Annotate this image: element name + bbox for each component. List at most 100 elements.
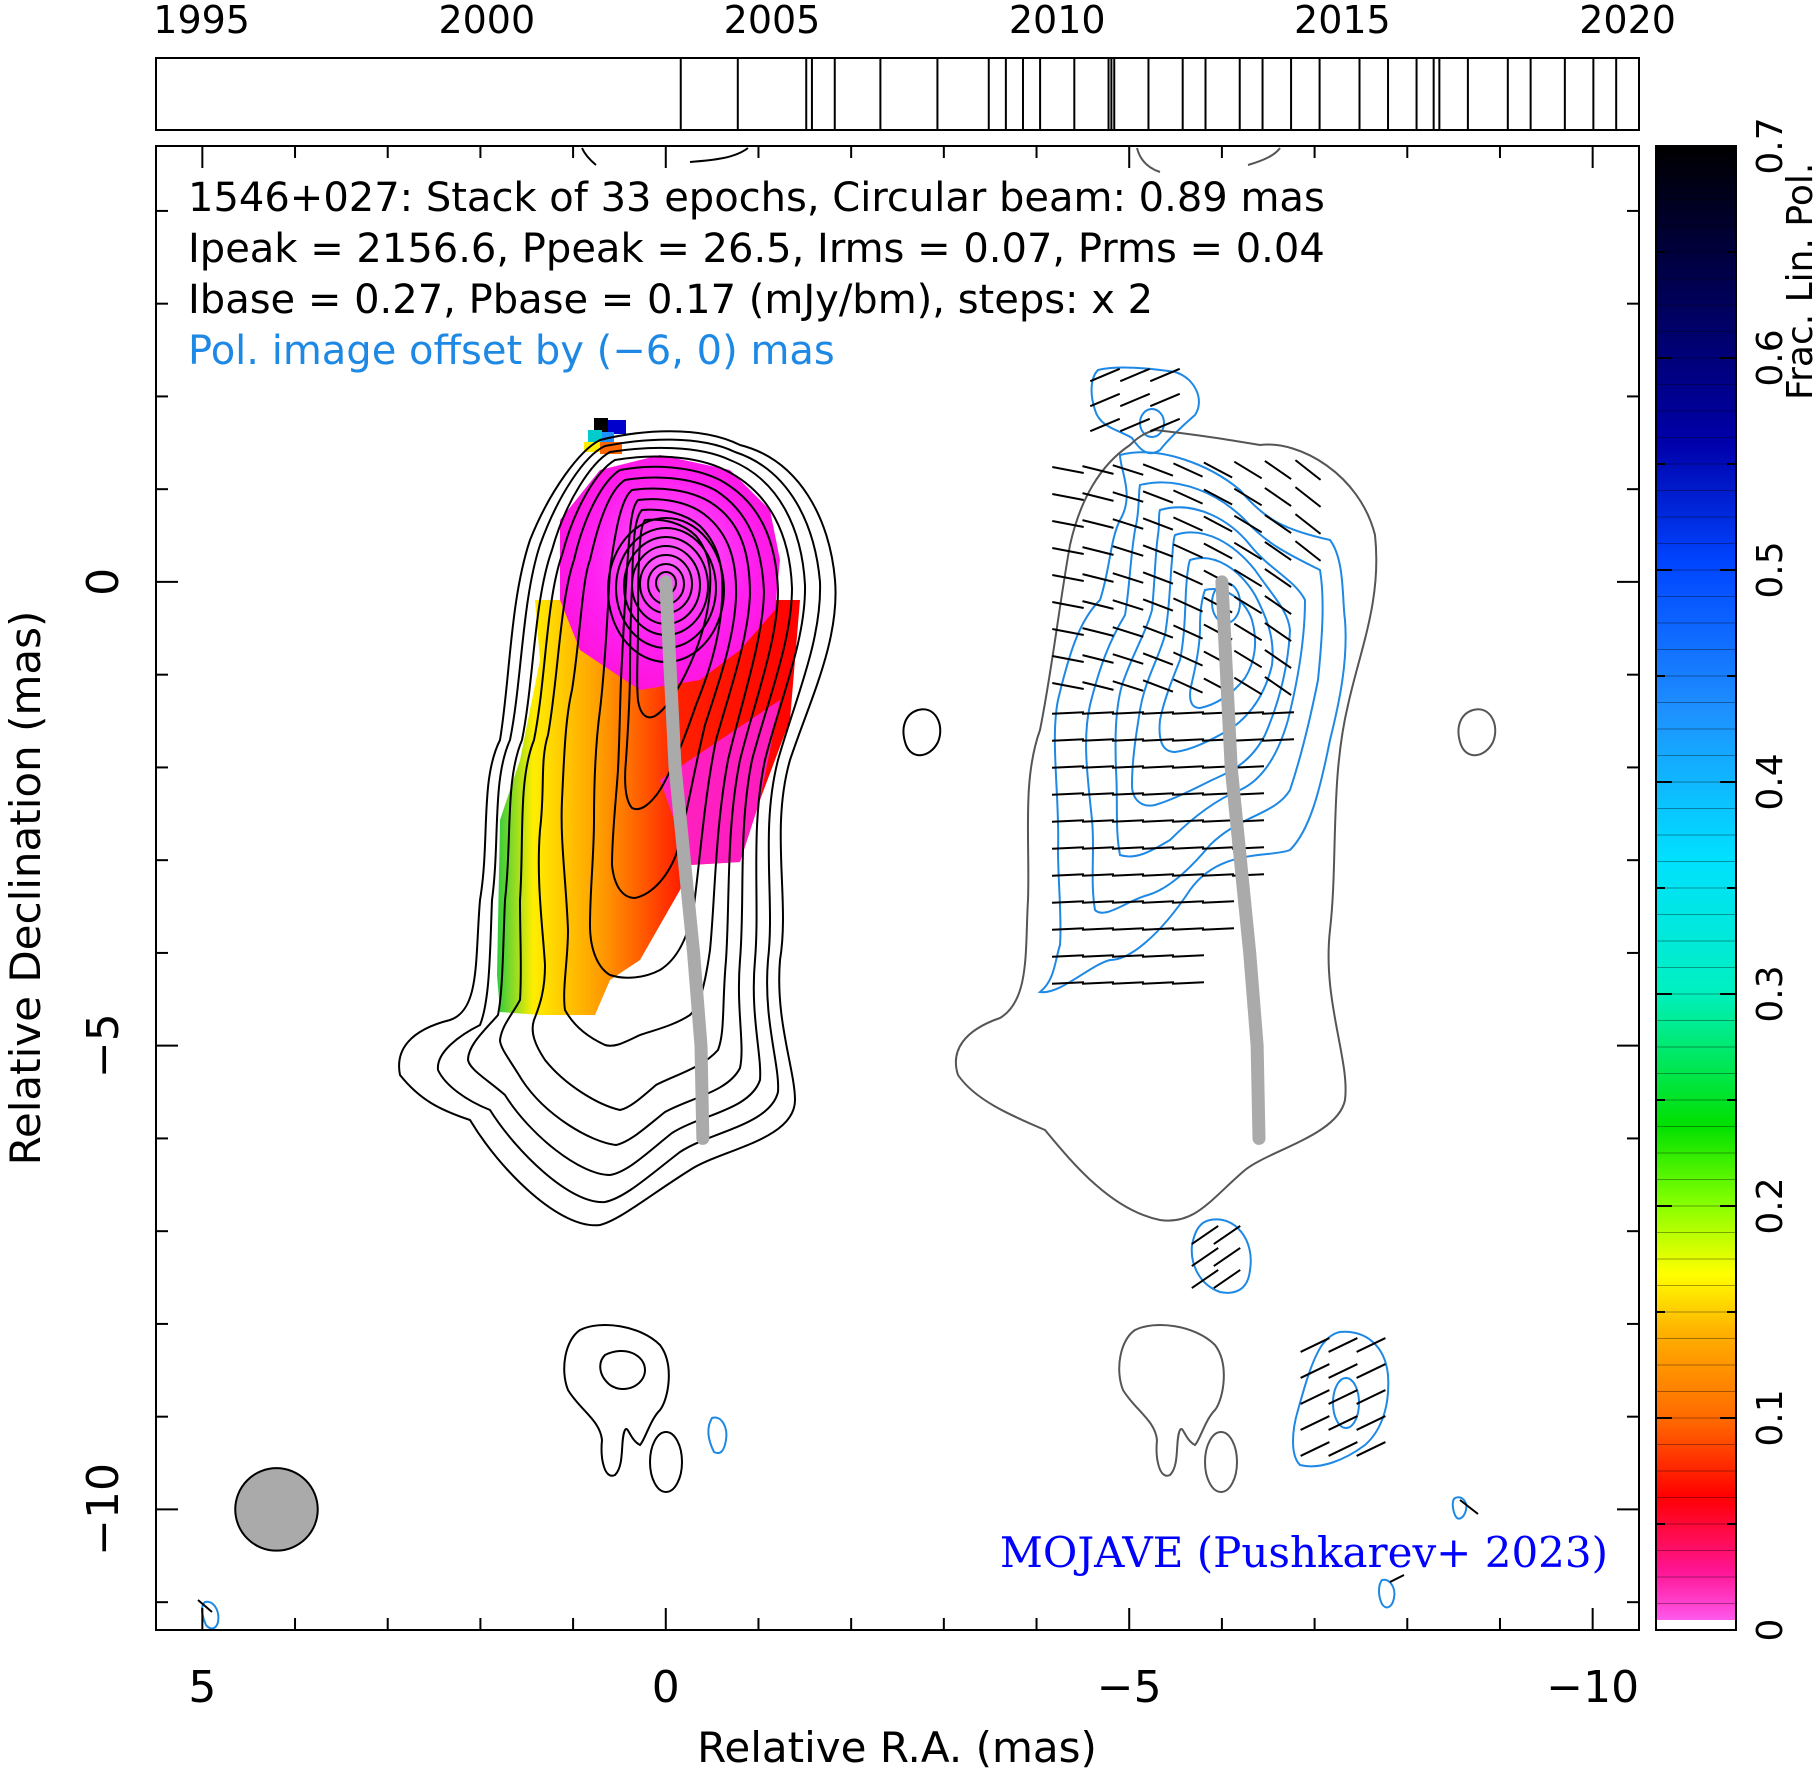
evpa-tick <box>1141 792 1175 796</box>
evpa-tick <box>1111 900 1145 904</box>
evpa-tick <box>1112 653 1144 665</box>
evpa-tick <box>1081 819 1115 823</box>
evpa-tick <box>1051 900 1085 904</box>
evpa-tick <box>1111 927 1145 931</box>
ridge-line-pol-offset <box>1215 575 1266 1145</box>
p-contour-south-blob <box>1190 1218 1252 1294</box>
timeline-year-labels: 1995 2000 2005 2010 2015 2020 <box>153 0 1676 42</box>
evpa-tick <box>1173 489 1203 505</box>
evpa-tick <box>1051 792 1085 796</box>
evpa-tick <box>1112 545 1144 557</box>
x-tick-label: −10 <box>1546 1662 1639 1713</box>
colorbar-tick-label: 0.5 <box>1750 541 1791 598</box>
evpa-tick <box>1111 711 1145 715</box>
evpa-tick <box>1111 819 1145 823</box>
evpa-tick <box>1233 622 1263 642</box>
evpa-tick <box>1294 540 1322 562</box>
evpa-tick <box>1171 981 1205 985</box>
evpa-tick <box>1171 846 1205 850</box>
evpa-tick <box>1081 792 1115 796</box>
colorbar-label: Frac. Lin. Pol. <box>1780 163 1819 400</box>
evpa-tick <box>1203 461 1233 479</box>
evpa-tick <box>1141 900 1175 904</box>
evpa-tick <box>1173 624 1203 640</box>
i-contour <box>636 518 712 719</box>
offset-i-contour-isolated <box>1457 708 1497 757</box>
evpa-tick <box>1356 1389 1386 1405</box>
timeline-year-label: 2005 <box>724 0 821 42</box>
x-tick-label: −5 <box>1097 1662 1162 1713</box>
evpa-tick <box>1328 1441 1358 1457</box>
evpa-tick <box>1264 622 1292 642</box>
x-tick-labels: 5 0 −5 −10 <box>188 1662 1639 1713</box>
evpa-tick <box>1112 626 1144 638</box>
p-contour <box>1158 557 1274 754</box>
evpa-tick <box>1082 600 1114 610</box>
credit-text: MOJAVE (Pushkarev+ 2023) <box>1000 1528 1608 1577</box>
evpa-tick <box>1052 655 1084 663</box>
image-content <box>197 147 1497 1630</box>
x-tick-label: 0 <box>652 1662 680 1713</box>
evpa-tick <box>1081 900 1115 904</box>
evpa-tick <box>1356 1441 1386 1457</box>
evpa-tick <box>1213 1269 1241 1289</box>
evpa-tick <box>1051 765 1085 769</box>
frac-pol-high-pixel <box>588 430 602 442</box>
evpa-vectors <box>197 367 1479 1613</box>
i-contour <box>436 438 822 1204</box>
evpa-tick <box>1052 493 1084 501</box>
offset-i-contour-outer <box>954 428 1378 1222</box>
p-contour-outer <box>1037 451 1347 994</box>
evpa-tick <box>1112 572 1144 584</box>
annotation-line-3: Ibase = 0.27, Pbase = 0.17 (mJy/bm), ste… <box>188 277 1153 323</box>
evpa-tick <box>1112 518 1144 530</box>
evpa-tick <box>1171 765 1205 769</box>
evpa-tick <box>1111 981 1145 985</box>
evpa-tick <box>1082 492 1114 502</box>
i-contour <box>560 476 766 1047</box>
y-tick-label: 0 <box>78 568 129 596</box>
evpa-tick <box>1171 954 1205 958</box>
evpa-tick <box>1264 595 1292 615</box>
i-contour-isolated <box>902 708 942 757</box>
evpa-tick <box>1111 954 1145 958</box>
evpa-tick <box>1300 1389 1330 1405</box>
colorbar-tick-label: 0.4 <box>1750 753 1791 810</box>
colorbar-tick-label: 0.7 <box>1750 117 1791 174</box>
y-axis-label: Relative Declination (mas) <box>1 611 50 1166</box>
p-contour <box>1189 588 1257 710</box>
evpa-tick <box>1233 568 1263 588</box>
axis-ticks <box>156 146 1639 1630</box>
p-contour-top-inner <box>1139 408 1165 438</box>
evpa-tick <box>1082 573 1114 583</box>
evpa-tick <box>1231 711 1265 715</box>
evpa-tick <box>1191 1269 1219 1289</box>
evpa-tick <box>1082 654 1114 664</box>
evpa-tick <box>1300 1415 1330 1431</box>
evpa-tick <box>1171 900 1205 904</box>
i-contour <box>466 446 807 1177</box>
p-contour <box>1085 481 1324 914</box>
i-contour-southern-blob <box>563 1324 670 1477</box>
evpa-tick <box>1142 598 1174 612</box>
timeline-epoch-markers <box>679 58 1618 130</box>
i-contour <box>498 455 794 1147</box>
i-contour <box>531 465 780 1112</box>
evpa-tick <box>1052 520 1084 528</box>
pol-offset-note: Pol. image offset by (−6, 0) mas <box>188 328 835 374</box>
evpa-tick <box>1112 680 1144 692</box>
colorbar-tick-label: 0.6 <box>1750 329 1791 386</box>
evpa-tick <box>1173 516 1203 532</box>
colorbar-tick-label: 0 <box>1750 1619 1791 1642</box>
evpa-tick <box>1300 1337 1330 1353</box>
p-contour-small <box>707 1416 728 1455</box>
evpa-tick <box>1052 628 1084 636</box>
evpa-tick <box>1119 367 1151 383</box>
y-tick-label: −10 <box>78 1463 129 1556</box>
evpa-tick <box>1173 651 1203 667</box>
i-contour <box>588 487 752 979</box>
evpa-tick <box>1111 846 1145 850</box>
evpa-tick <box>1082 681 1114 691</box>
evpa-tick <box>1141 927 1175 931</box>
evpa-tick <box>1201 846 1235 850</box>
